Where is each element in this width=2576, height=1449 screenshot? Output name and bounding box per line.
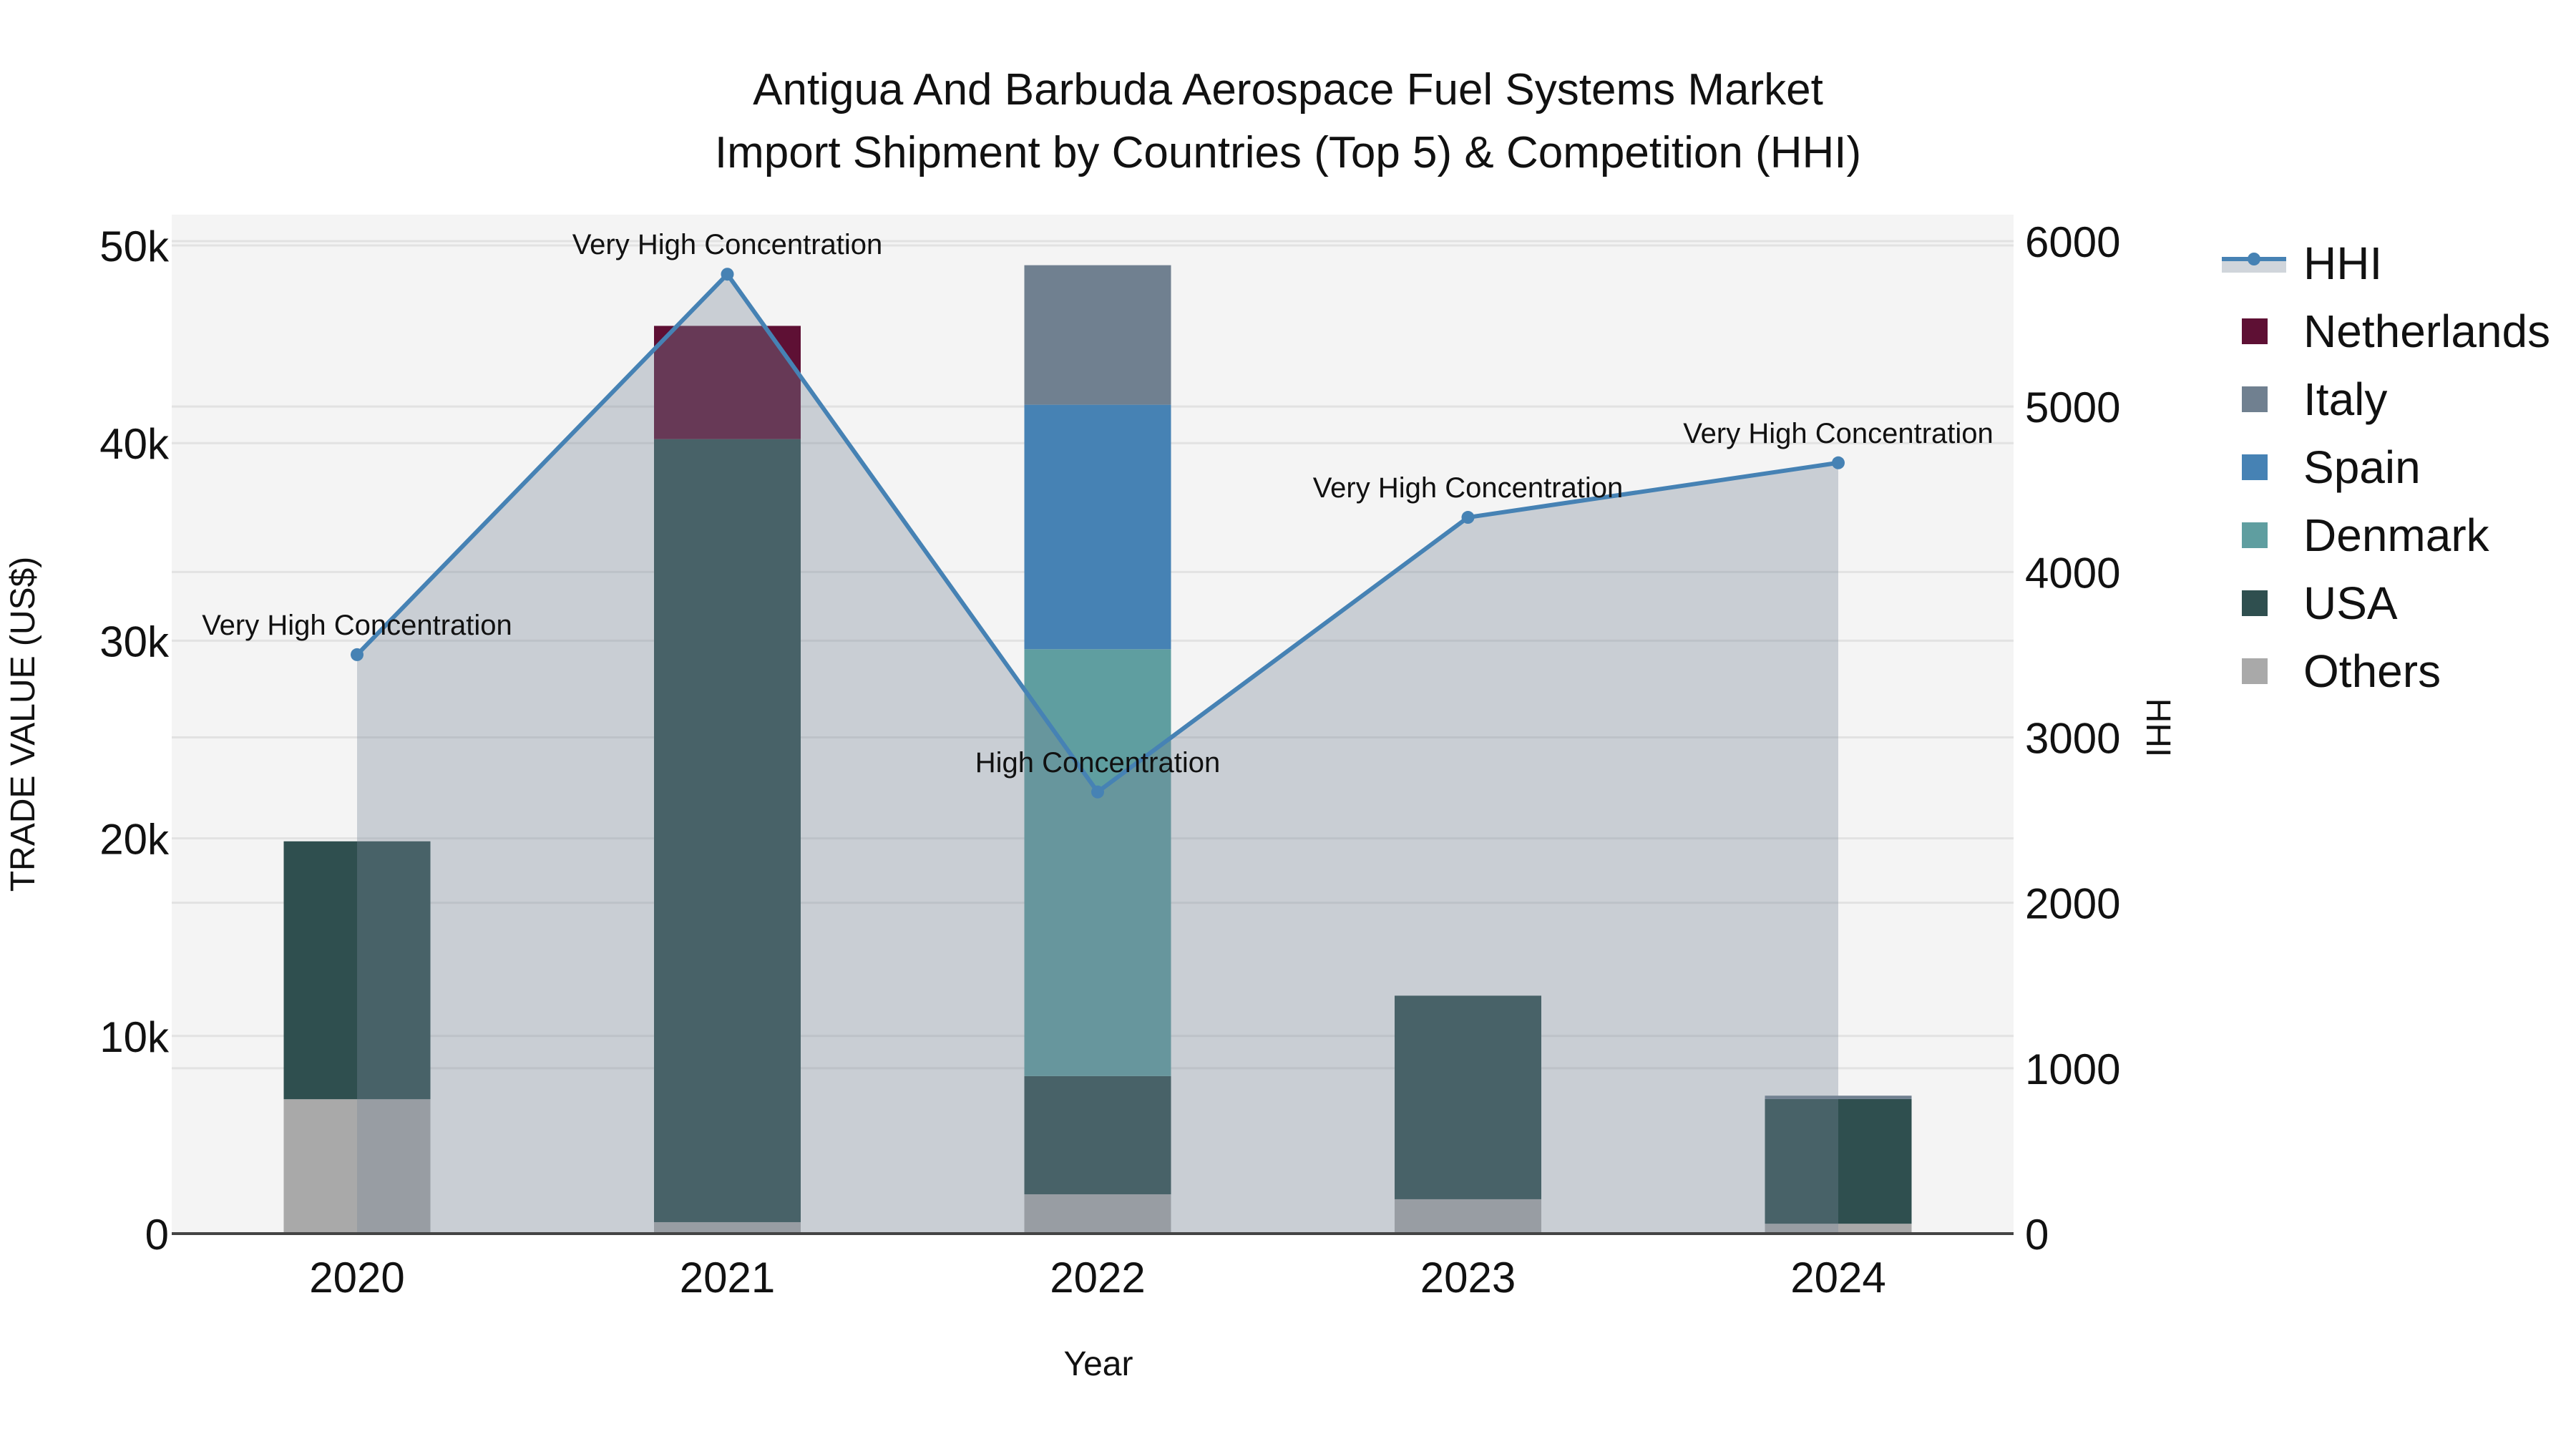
hhi-annotation-2020: Very High Concentration [202,610,512,641]
x-tick-label: 2024 [1790,1254,1885,1302]
x-axis-ticks: 2020 2021 2022 2023 2024 [309,1254,1885,1302]
left-tick-label: 0 [145,1211,169,1259]
bar-segment-italy-2024[interactable] [1765,1096,1912,1099]
legend-label: Denmark [2303,509,2489,561]
bar-segment-others-2024[interactable] [1765,1224,1912,1234]
x-tick-label: 2022 [1050,1254,1145,1302]
right-tick-label: 4000 [2025,549,2120,597]
hhi-point-2020[interactable] [351,648,364,661]
bar-segment-others-2021[interactable] [654,1221,801,1234]
hhi-point-2024[interactable] [1832,456,1845,469]
left-tick-label: 50k [99,223,170,270]
x-axis-title: Year [1064,1345,1133,1383]
hhi-annotations: Very High Concentration Very High Concent… [202,229,1994,779]
legend-label: Italy [2303,373,2388,425]
bar-segment-spain-2022[interactable] [1024,404,1171,650]
right-tick-label: 5000 [2025,384,2120,431]
legend-item-hhi[interactable]: HHI [2222,229,2550,297]
stacked-bars [283,265,1912,1234]
hhi-point-2021[interactable] [721,268,734,281]
bar-segment-others-2022[interactable] [1024,1194,1171,1234]
chart-title-line-1: Antigua And Barbuda Aerospace Fuel Syste… [753,65,1823,114]
legend-item-italy[interactable]: Italy [2222,365,2550,433]
bar-segment-others-2023[interactable] [1395,1199,1541,1234]
bar-segment-usa-2020[interactable] [283,841,431,1100]
italy-swatch-icon [2242,386,2268,412]
hhi-point-2023[interactable] [1461,511,1475,525]
y-right-axis-title: HHI [2139,698,2177,758]
chart-title-line-2: Import Shipment by Countries (Top 5) & C… [714,128,1862,177]
legend-item-usa[interactable]: USA [2222,569,2550,637]
hhi-area [357,274,1838,1234]
denmark-swatch-icon [2242,522,2268,548]
left-tick-label: 10k [99,1013,170,1061]
legend-label: Spain [2303,441,2421,493]
hhi-point-2022[interactable] [1091,785,1104,799]
right-tick-label: 0 [2025,1211,2049,1259]
legend-item-denmark[interactable]: Denmark [2222,501,2550,569]
bar-segment-others-2020[interactable] [283,1099,431,1234]
right-tick-label: 2000 [2025,880,2120,928]
legend-label: Netherlands [2303,305,2551,357]
bar-segment-usa-2024[interactable] [1765,1098,1912,1224]
legend-label: USA [2303,577,2398,629]
left-axis-ticks: 0 10k 20k 30k 40k 50k [99,223,170,1259]
spain-swatch-icon [2242,454,2268,480]
legend: HHI Netherlands Italy Spain Denmark USA … [2222,229,2550,705]
bar-segment-usa-2022[interactable] [1024,1075,1171,1195]
hhi-annotation-2021: Very High Concentration [572,229,883,260]
right-tick-label: 6000 [2025,218,2120,266]
hhi-area-fill [357,274,1838,1234]
legend-label: HHI [2303,237,2383,289]
left-tick-label: 40k [99,420,170,468]
netherlands-swatch-icon [2242,318,2268,344]
hhi-annotation-2023: Very High Concentration [1313,472,1624,504]
bar-segment-usa-2021[interactable] [654,439,801,1222]
hhi-annotation-2022: High Concentration [975,747,1220,779]
bar-segment-usa-2023[interactable] [1395,995,1541,1199]
legend-label: Others [2303,645,2441,697]
left-tick-label: 20k [99,816,170,864]
y-left-axis-title: TRADE VALUE (US$) [4,557,42,892]
x-tick-label: 2020 [309,1254,404,1302]
right-axis-ticks: 0 1000 2000 3000 4000 5000 6000 [2025,218,2120,1259]
right-tick-label: 1000 [2025,1045,2120,1093]
hhi-annotation-2024: Very High Concentration [1683,418,1994,449]
legend-item-spain[interactable]: Spain [2222,433,2550,501]
x-tick-label: 2021 [680,1254,775,1302]
bar-segment-italy-2022[interactable] [1024,265,1171,405]
legend-item-netherlands[interactable]: Netherlands [2222,297,2550,365]
hhi-line [351,268,1845,799]
left-tick-label: 30k [99,618,170,665]
right-tick-label: 3000 [2025,715,2120,763]
usa-swatch-icon [2242,590,2268,616]
hhi-line-marker-icon [2222,252,2286,274]
legend-item-others[interactable]: Others [2222,637,2550,705]
x-tick-label: 2023 [1420,1254,1516,1302]
others-swatch-icon [2242,658,2268,684]
